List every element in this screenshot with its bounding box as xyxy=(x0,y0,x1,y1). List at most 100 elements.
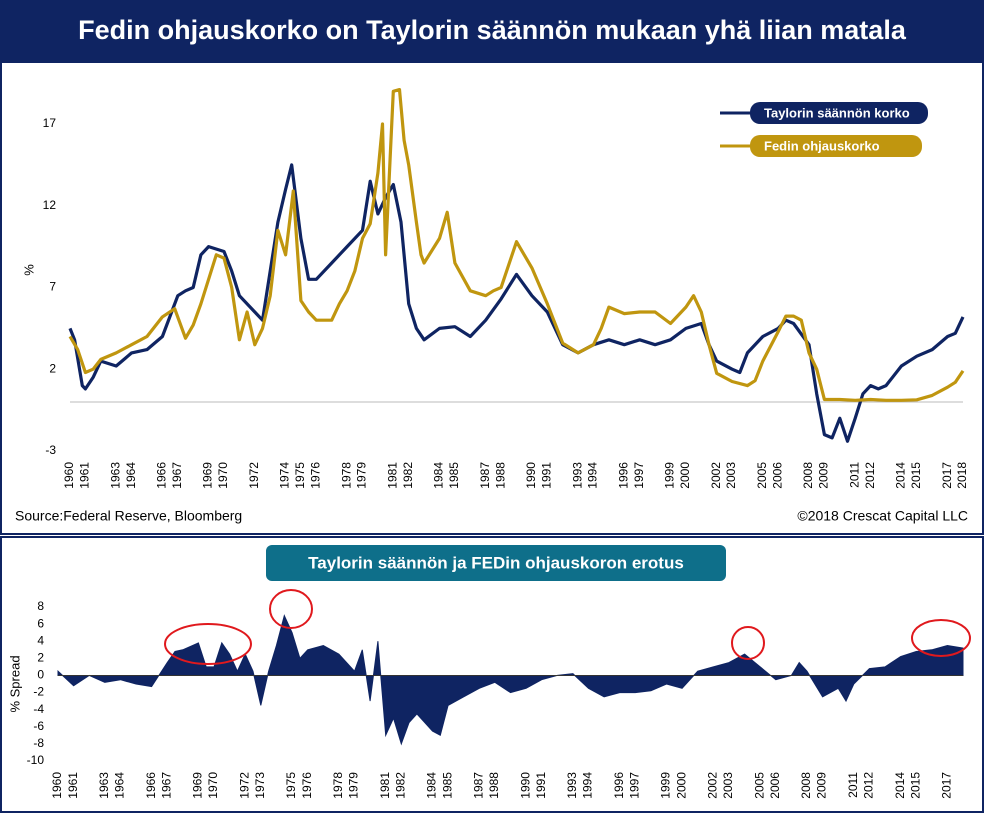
x-tick-label: 1984 xyxy=(425,772,439,799)
x-tick-label: 2009 xyxy=(817,462,831,489)
x-tick-label: 1984 xyxy=(432,462,446,489)
x-tick-label: 1985 xyxy=(440,772,454,799)
x-tick-label: 1970 xyxy=(216,462,230,489)
y-tick-label: -3 xyxy=(45,443,56,457)
x-tick-label: 1988 xyxy=(487,772,501,799)
x-tick-label: 1993 xyxy=(565,772,579,799)
y-tick-label: 4 xyxy=(37,633,44,647)
x-tick-label: 2003 xyxy=(721,772,735,799)
x-tick-label: 1999 xyxy=(663,462,677,489)
x-tick-label: 1961 xyxy=(78,462,92,489)
x-tick-label: 1969 xyxy=(191,772,205,799)
y-axis-label: % xyxy=(21,264,36,276)
x-tick-label: 2008 xyxy=(801,462,815,489)
title-bar xyxy=(0,0,984,62)
x-tick-label: 1991 xyxy=(539,462,553,489)
x-tick-label: 1964 xyxy=(113,772,127,799)
legend-pill xyxy=(750,102,928,124)
x-tick-label: 1987 xyxy=(471,772,485,799)
y-tick-label: 8 xyxy=(37,599,44,613)
x-tick-label: 1996 xyxy=(616,462,630,489)
source: Source:Federal Reserve, Bloomberg xyxy=(15,508,242,524)
highlight-circle xyxy=(164,623,252,665)
x-tick-label: 2003 xyxy=(724,462,738,489)
x-tick-label: 2014 xyxy=(894,462,908,489)
x-tick-label: 1972 xyxy=(237,772,251,799)
x-tick-label: 1990 xyxy=(518,772,532,799)
x-tick-label: 2011 xyxy=(847,462,861,488)
y-tick-label: 0 xyxy=(37,668,44,682)
x-tick-label: 1981 xyxy=(385,462,399,489)
x-tick-label: 1997 xyxy=(632,462,646,489)
x-tick-label: 1966 xyxy=(155,462,169,489)
x-tick-label: 2012 xyxy=(862,772,876,799)
credit: ©2018 Crescat Capital LLC xyxy=(797,508,968,524)
x-tick-label: 1999 xyxy=(659,772,673,799)
x-tick-label: 1972 xyxy=(247,462,261,489)
x-tick-label: 1975 xyxy=(293,462,307,489)
y-tick-label: 2 xyxy=(37,651,44,665)
x-tick-label: 1976 xyxy=(309,462,323,489)
x-tick-label: 1978 xyxy=(339,462,353,489)
x-tick-label: 2002 xyxy=(709,462,723,489)
line-series xyxy=(68,163,965,443)
x-tick-label: 1963 xyxy=(97,772,111,799)
y-tick-label: 7 xyxy=(49,280,56,294)
y-tick-label: -4 xyxy=(33,702,44,716)
x-tick-label: 1981 xyxy=(378,772,392,799)
x-tick-label: 2002 xyxy=(706,772,720,799)
x-tick-label: 1979 xyxy=(347,772,361,799)
x-tick-label: 1967 xyxy=(159,772,173,799)
y-tick-label: 17 xyxy=(43,116,57,130)
x-tick-label: 1994 xyxy=(581,772,595,799)
x-tick-label: 2006 xyxy=(770,462,784,489)
x-tick-label: 1987 xyxy=(478,462,492,489)
x-tick-label: 2000 xyxy=(674,772,688,799)
x-tick-label: 1990 xyxy=(524,462,538,489)
legend-label: Taylorin säännön korko xyxy=(764,105,910,120)
y-tick-label: -6 xyxy=(33,719,44,733)
x-tick-label: 2017 xyxy=(940,772,954,799)
y-tick-label: 6 xyxy=(37,616,44,630)
x-tick-label: 1975 xyxy=(284,772,298,799)
x-tick-label: 1960 xyxy=(62,462,76,489)
highlight-circle xyxy=(731,626,765,660)
x-tick-label: 1982 xyxy=(401,462,415,489)
legend-pill xyxy=(750,135,922,157)
y-tick-label: 12 xyxy=(43,198,57,212)
x-tick-label: 1979 xyxy=(355,462,369,489)
y-tick-label: 2 xyxy=(49,361,56,375)
line-series xyxy=(68,88,965,402)
x-tick-label: 2017 xyxy=(940,462,954,489)
x-tick-label: 2015 xyxy=(909,462,923,489)
x-tick-label: 1973 xyxy=(253,772,267,799)
x-tick-label: 2005 xyxy=(752,772,766,799)
subtitle: Taylorin säännön ja FEDin ohjauskoron er… xyxy=(308,553,684,572)
x-tick-label: 2011 xyxy=(846,772,860,798)
x-tick-label: 2014 xyxy=(893,772,907,799)
x-tick-label: 1991 xyxy=(534,772,548,799)
chart-title: Fedin ohjauskorko on Taylorin säännön mu… xyxy=(78,15,907,45)
area-series xyxy=(57,614,964,746)
x-tick-label: 1960 xyxy=(50,772,64,799)
y-tick-label: -2 xyxy=(33,685,44,699)
x-tick-label: 1993 xyxy=(570,462,584,489)
x-tick-label: 2009 xyxy=(815,772,829,799)
x-tick-label: 1994 xyxy=(586,462,600,489)
x-tick-label: 1967 xyxy=(170,462,184,489)
subtitle-box xyxy=(266,545,726,581)
top-panel xyxy=(0,61,984,535)
x-tick-label: 1976 xyxy=(300,772,314,799)
x-tick-label: 2000 xyxy=(678,462,692,489)
x-tick-label: 1978 xyxy=(331,772,345,799)
x-tick-label: 1964 xyxy=(124,462,138,489)
x-tick-label: 1982 xyxy=(393,772,407,799)
x-tick-label: 1969 xyxy=(201,462,215,489)
bottom-panel xyxy=(0,536,984,813)
x-tick-label: 1997 xyxy=(627,772,641,799)
x-tick-label: 2018 xyxy=(955,462,969,489)
y-tick-label: -10 xyxy=(27,753,45,767)
x-tick-label: 2008 xyxy=(799,772,813,799)
